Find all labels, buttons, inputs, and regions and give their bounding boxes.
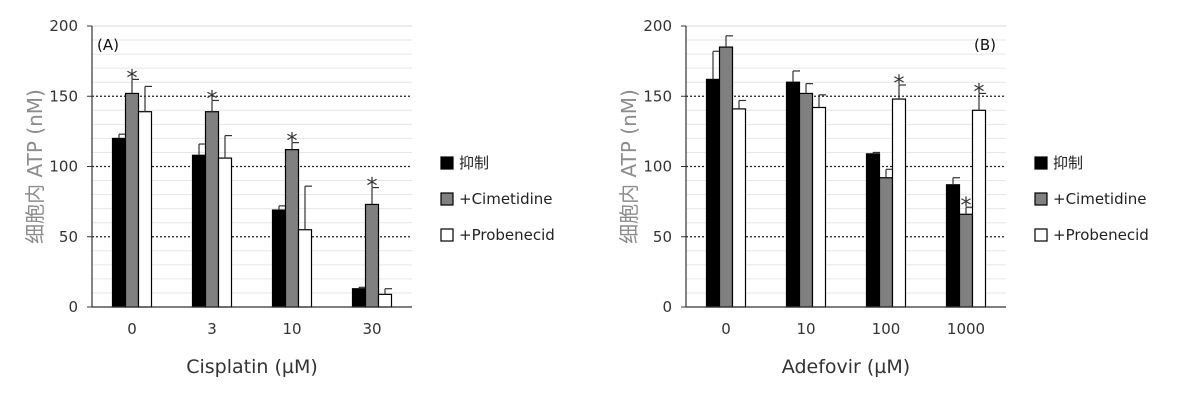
- legend-label: +Cimetidine: [1053, 190, 1147, 208]
- x-tick-label: 100: [872, 320, 901, 338]
- x-tick-label: 30: [362, 320, 381, 338]
- bar: [971, 109, 987, 308]
- significance-marker: *: [894, 72, 905, 97]
- bar: [271, 209, 287, 308]
- y-tick-label: 0: [662, 298, 672, 316]
- legend-swatch: [1034, 156, 1048, 170]
- bar: [351, 288, 367, 308]
- legend-label: +Probenecid: [1053, 226, 1149, 244]
- legend-swatch: [1034, 228, 1048, 242]
- bar: [705, 78, 721, 308]
- bar: [124, 92, 140, 308]
- y-tick-label: 150: [643, 87, 672, 105]
- x-axis-label: Cisplatin (µM): [186, 356, 318, 378]
- bar: [111, 137, 127, 308]
- legend-label: +Cimetidine: [459, 190, 553, 208]
- bar: [945, 184, 961, 308]
- legend-label: 抑制: [459, 154, 489, 172]
- significance-marker: *: [961, 194, 972, 219]
- legend-swatch: [440, 228, 454, 242]
- bar: [785, 81, 801, 308]
- bar: [204, 111, 220, 308]
- legend-swatch: [440, 192, 454, 206]
- bar: [364, 203, 380, 308]
- bar: [137, 111, 153, 308]
- legend: 抑制 +Cimetidine +Probenecid: [440, 154, 555, 244]
- y-tick-label: 100: [49, 158, 78, 176]
- bar: [191, 154, 207, 308]
- y-tick-label: 200: [49, 17, 78, 35]
- bar: [731, 108, 747, 308]
- bar: [865, 153, 881, 308]
- y-axis-label: 细胞内 ATP (nM): [23, 89, 47, 244]
- bar: [297, 229, 313, 308]
- bar: [217, 157, 233, 308]
- legend: 抑制 +Cimetidine +Probenecid: [1034, 154, 1149, 244]
- y-tick-label: 150: [49, 87, 78, 105]
- significance-marker: *: [287, 130, 298, 155]
- bar: [718, 46, 734, 308]
- legend-label: +Probenecid: [459, 226, 555, 244]
- chart-panel-a: 0 50 100 150 200 0 3 10 30 * * * * (A) Cisplatin (µM) 细…: [23, 17, 555, 378]
- significance-marker: *: [367, 175, 378, 200]
- significance-marker: *: [974, 80, 985, 105]
- chart-panel-b: 0 50 100 150 200 0 10 100 1000 * * * (B) Adefovir (µM…: [617, 17, 1149, 378]
- x-tick-label: 0: [721, 320, 731, 338]
- bar: [377, 293, 393, 308]
- legend-swatch: [1034, 192, 1048, 206]
- bar: [878, 177, 894, 308]
- legend-swatch: [440, 156, 454, 170]
- y-tick-label: 100: [643, 158, 672, 176]
- y-tick-label: 0: [68, 298, 78, 316]
- x-tick-label: 1000: [947, 320, 985, 338]
- significance-marker: *: [207, 87, 218, 112]
- bar: [958, 213, 974, 308]
- legend-label: 抑制: [1053, 154, 1083, 172]
- bar: [284, 149, 300, 308]
- x-tick-label: 0: [127, 320, 137, 338]
- y-tick-label: 50: [59, 228, 78, 246]
- bar: [811, 106, 827, 308]
- significance-marker: *: [127, 66, 138, 91]
- y-axis-label: 细胞内 ATP (nM): [617, 89, 641, 244]
- x-tick-label: 10: [282, 320, 301, 338]
- x-axis-label: Adefovir (µM): [782, 356, 910, 378]
- y-tick-label: 50: [653, 228, 672, 246]
- bar: [891, 98, 907, 308]
- x-tick-label: 10: [796, 320, 815, 338]
- panel-label: (A): [97, 36, 119, 54]
- panel-label: (B): [974, 36, 996, 54]
- y-tick-label: 200: [643, 17, 672, 35]
- x-tick-label: 3: [207, 320, 217, 338]
- bar: [798, 92, 814, 308]
